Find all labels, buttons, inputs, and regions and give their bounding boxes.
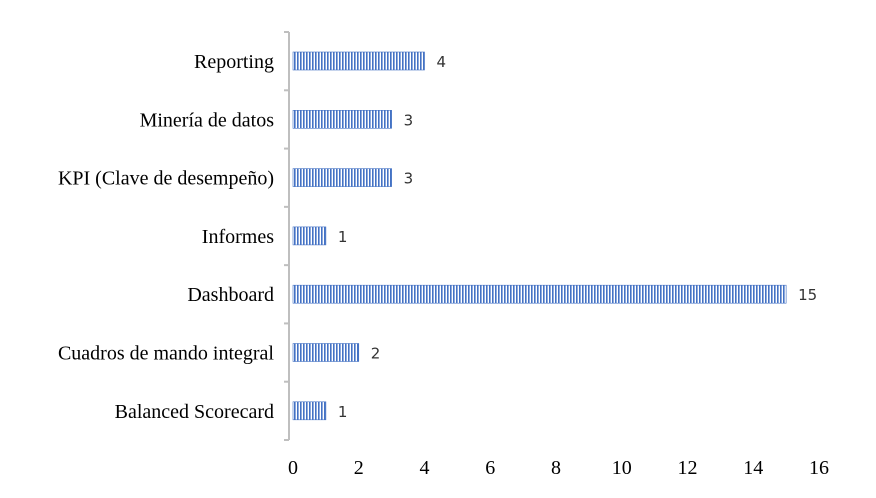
data-label: 1 [338,228,348,246]
category-label: Reporting [194,51,274,73]
y-axis [284,31,290,441]
category-label: KPI (Clave de desempeño) [58,168,274,190]
data-label: 3 [404,111,414,129]
category-label: Balanced Scorecard [115,401,274,423]
x-tick-label: 0 [288,457,298,479]
data-label: 1 [338,403,348,421]
category-label: Dashboard [187,284,274,306]
data-label: 3 [404,170,414,188]
bar [292,168,392,187]
data-label: 4 [437,53,447,71]
category-label: Cuadros de mando integral [58,343,274,365]
bar [292,110,392,129]
x-tick-label: 8 [551,457,561,479]
bar [292,226,327,246]
x-tick-label: 14 [743,457,763,479]
data-labels: 4 3 3 1 15 2 1 [338,53,817,421]
bar [292,51,425,71]
data-label: 15 [798,286,817,304]
x-tick-label: 6 [485,457,495,479]
bar [292,401,327,421]
x-tick-label: 10 [612,457,632,479]
x-tick-label: 2 [354,457,364,479]
data-label: 2 [371,345,381,363]
bar [292,343,360,362]
x-tick-label: 16 [809,457,829,479]
category-label: Informes [202,226,274,248]
x-axis-tick-labels: 0 2 4 6 8 10 12 14 16 [288,457,829,479]
bar [292,284,787,304]
x-tick-label: 12 [678,457,698,479]
x-tick-label: 4 [420,457,430,479]
bars [292,51,787,421]
category-label: Minería de datos [140,109,275,131]
category-labels: Reporting Minería de datos KPI (Clave de d… [58,51,274,423]
